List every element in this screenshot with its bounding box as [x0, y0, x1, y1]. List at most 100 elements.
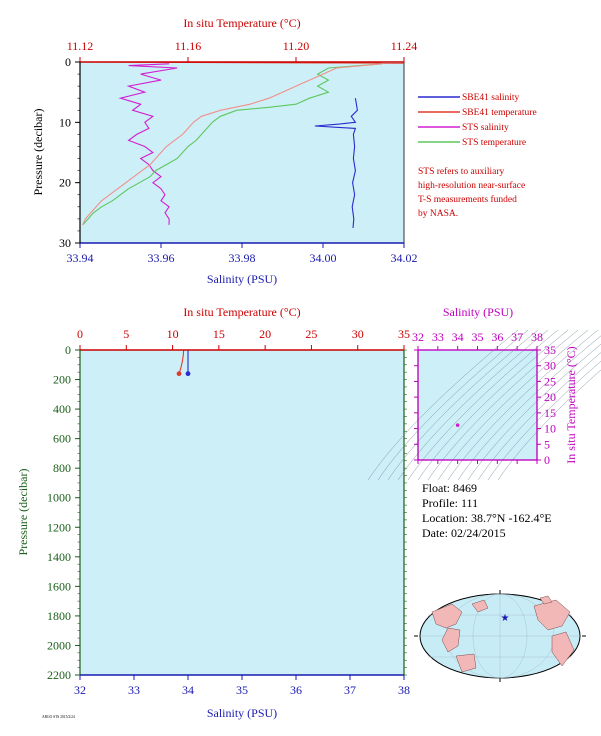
ts-density-contour [457, 335, 601, 481]
ts-salinity-tick-label: 35 [472, 330, 484, 344]
ts-density-contour [437, 329, 589, 481]
ts-temperature-tick-label: 20 [544, 390, 556, 404]
ts-temperature-tick-label: 0 [544, 453, 550, 467]
panel1-pressure-tick-label: 400 [53, 402, 71, 416]
top-salinity-axis-label: Salinity (PSU) [207, 272, 277, 286]
legend-note-line-4: by NASA. [418, 209, 458, 219]
ts-density-contour [447, 329, 599, 481]
panel1-salinity-tick-label: 38 [398, 683, 410, 697]
panel1-salinity-tick-label: 33 [128, 683, 140, 697]
panel1-salinity-tick-label: 34 [182, 683, 194, 697]
ts-temperature-tick-label: 30 [544, 359, 556, 373]
ts-salinity-tick-label: 36 [491, 330, 503, 344]
ts-salinity-tick-label: 33 [432, 330, 444, 344]
ts-density-contour [367, 329, 519, 481]
legend-label-sbe-salinity: SBE41 salinity [462, 93, 520, 103]
profile-number: Profile: 111 [422, 496, 478, 510]
panel0-pressure-tick-label: 30 [59, 236, 71, 250]
panel0-salinity-tick-label: 33.96 [148, 251, 175, 265]
panel0-series-sbe41-salinity [314, 98, 358, 228]
panel0-series-sts-temperature [82, 63, 383, 226]
panel1-temperature-end-marker [176, 371, 182, 377]
panel0-temperature-tick-label: 11.24 [391, 39, 418, 53]
legend-note-line-3: T-S measurements funded [418, 194, 517, 205]
ts-density-contour [427, 329, 579, 481]
legend: SBE41 salinity SBE41 temperature STS sal… [418, 93, 537, 219]
panel1-temperature-tick-label: 20 [259, 327, 271, 341]
panel0-pressure-tick-label: 10 [59, 115, 71, 129]
ts-temperature-tick-label: 10 [544, 422, 556, 436]
bottom-temperature-axis-label: In situ Temperature (°C) [183, 305, 300, 319]
bottom-plot-area [79, 349, 405, 676]
top-panel: 11.12 11.16 11.20 11.24 33.94 33.96 33.98 34.00… [31, 16, 418, 286]
ts-density-contour [417, 329, 569, 481]
float-id: Float: 8469 [422, 481, 477, 495]
float-location-marker: ★ [501, 613, 510, 624]
legend-label-sts-temperature: STS temperature [462, 138, 526, 148]
panel0-temperature-tick-label: 11.16 [175, 39, 202, 53]
panel1-pressure-tick-label: 2200 [47, 668, 71, 682]
panel1-temperature-tick-label: 10 [167, 327, 179, 341]
panel0-temperature-tick-label: 11.20 [283, 39, 310, 53]
panel1-pressure-tick-label: 1400 [47, 550, 71, 564]
panel1-series-sbe41-temperature [178, 349, 185, 374]
panel1-temperature-tick-label: 25 [305, 327, 317, 341]
ts-salinity-tick-label: 38 [531, 330, 543, 344]
bottom-pressure-axis-label: Pressure (decibar) [16, 469, 30, 556]
ts-density-contour [397, 329, 549, 481]
panel1-temperature-tick-label: 15 [213, 327, 225, 341]
panel1-temperature-tick-label: 0 [77, 327, 83, 341]
panel1-pressure-tick-label: 1000 [47, 491, 71, 505]
panel1-salinity-tick-label: 37 [344, 683, 356, 697]
ts-temperature-tick-label: 5 [544, 437, 550, 451]
ts-data-point [455, 423, 460, 427]
panel0-salinity-tick-label: 33.98 [229, 251, 256, 265]
ts-density-contour [467, 343, 601, 481]
panel1-temperature-tick-label: 30 [352, 327, 364, 341]
map-land [431, 595, 575, 673]
panel1-pressure-tick-label: 1800 [47, 609, 71, 623]
bottom-series-group [176, 349, 191, 377]
ts-temperature-tick-label: 35 [544, 343, 556, 357]
ts-point-group [455, 423, 460, 427]
panel1-pressure-tick-label: 0 [65, 343, 71, 357]
world-map: ★ [414, 590, 586, 682]
panel1-pressure-tick-label: 600 [53, 432, 71, 446]
panel1-pressure-tick-label: 800 [53, 461, 71, 475]
legend-note-line-2: high-resolution near-surface [418, 180, 525, 191]
ts-salinity-axis-label: Salinity (PSU) [443, 305, 513, 319]
legend-label-sbe-temperature: SBE41 temperature [462, 108, 537, 118]
panel0-pressure-tick-label: 0 [65, 55, 71, 69]
ts-temperature-tick-label: 15 [544, 406, 556, 420]
panel0-pressure-tick-label: 20 [59, 176, 71, 190]
panel1-pressure-tick-label: 1600 [47, 579, 71, 593]
float-info: Float: 8469 Profile: 111 Location: 38.7°… [422, 481, 552, 540]
panel1-pressure-tick-label: 1200 [47, 520, 71, 534]
ts-plot-area [417, 349, 538, 461]
ts-density-contour [487, 360, 601, 481]
panel0-series-sts-temperature-alt [82, 63, 383, 226]
ts-density-contour [387, 329, 539, 481]
float-location: Location: 38.7°N -162.4°E [422, 511, 552, 525]
panel1-temperature-tick-label: 35 [398, 327, 410, 341]
top-tick-group: 11.12 11.16 11.20 11.24 33.94 33.96 33.98 34.00… [59, 39, 418, 265]
panel0-salinity-tick-label: 34.02 [391, 251, 418, 265]
ts-density-contour [377, 329, 529, 481]
footer-stamp: ARGO STS 2015/2/24 [42, 715, 75, 719]
panel1-pressure-tick-label: 2000 [47, 638, 71, 652]
ts-temperature-axis-label: In situ Temperature (°C) [564, 346, 578, 463]
panel0-series-sts-salinity [118, 63, 178, 225]
panel1-salinity-tick-label: 35 [236, 683, 248, 697]
ts-density-contour [407, 329, 559, 481]
legend-label-sts-salinity: STS salinity [462, 123, 509, 133]
ts-salinity-tick-label: 32 [412, 330, 424, 344]
ts-salinity-tick-label: 37 [511, 330, 523, 344]
bottom-salinity-axis-label: Salinity (PSU) [207, 706, 277, 720]
bottom-tick-group: 0 5 10 15 20 25 30 35 32 33 34 35 36 37 38 0 200 400 600 80… [47, 327, 410, 697]
top-pressure-axis-label: Pressure (decibar) [31, 109, 45, 196]
map-edge-ticks [414, 590, 586, 682]
profile-date: Date: 02/24/2015 [422, 526, 506, 540]
panel0-salinity-tick-label: 33.94 [67, 251, 94, 265]
